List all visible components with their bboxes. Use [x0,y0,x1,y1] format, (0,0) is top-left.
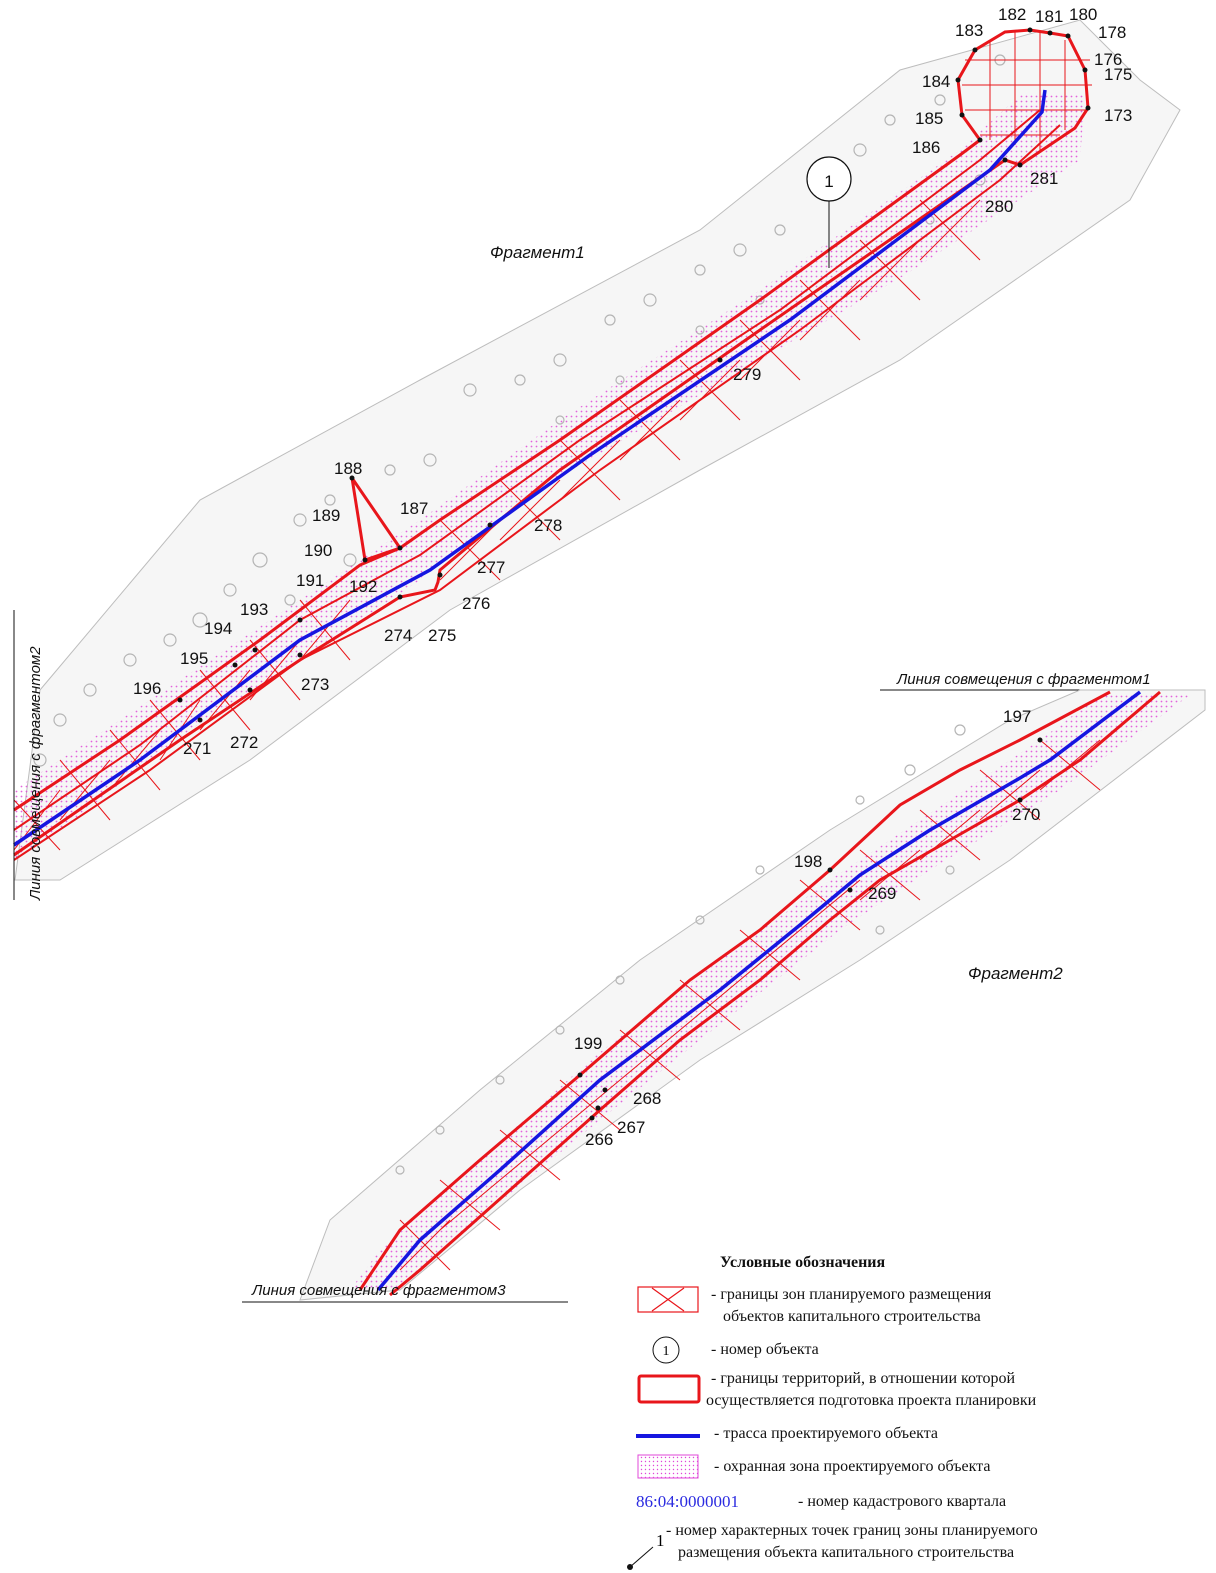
point-label-182: 182 [998,5,1026,24]
zone-line-north-1 [13,109,1041,831]
point-label-199: 199 [574,1034,602,1053]
fragment2-title: Фрагмент2 [968,964,1063,983]
legend-zone-symbol [637,1286,699,1313]
point-label-186: 186 [912,138,940,157]
point-label-176: 176 [1094,50,1122,69]
point-labels-1: 173 175 176 178 180 181 182 183 184 185 … [133,5,1132,758]
svg-text:1: 1 [663,1344,670,1359]
point-label-268: 268 [633,1089,661,1108]
point-label-279: 279 [733,365,761,384]
point-label-196: 196 [133,679,161,698]
point-label-281: 281 [1030,169,1058,188]
point-labels-2: 197 270 198 269 199 268 267 266 [574,707,1040,1149]
legend-protect-symbol [637,1454,699,1479]
legend-symbols: 1 1 [627,1286,701,1570]
point-label-175: 175 [1104,65,1132,84]
point-label-188: 188 [334,459,362,478]
point-label-276: 276 [462,594,490,613]
point-label-272: 272 [230,733,258,752]
point-label-197: 197 [1003,707,1031,726]
point-label-189: 189 [312,506,340,525]
match-line-fragment2-label: Линия совмещения с фрагментом2 [27,646,44,901]
point-label-266: 266 [585,1130,613,1149]
point-label-271: 271 [183,739,211,758]
match-line-fragment3-label: Линия совмещения с фрагментом3 [251,1282,506,1299]
fragment2: Линия совмещения с фрагментом1 Фрагмент2… [242,671,1206,1303]
point-label-181: 181 [1035,7,1063,26]
topo-symbols-2 [395,724,966,1175]
legend-zone-text-1: - границы зон планируемого размещения [711,1286,992,1303]
point-label-277: 277 [477,558,505,577]
protective-zone-2 [350,695,1190,1290]
legend-object-symbol [652,1336,680,1364]
point-label-185: 185 [915,109,943,128]
legend-territory-text-1: - границы территорий, в отношении которо… [711,1370,1016,1387]
point-markers-1 [177,27,1091,723]
territory-boundary-south-2 [389,690,1161,1297]
point-label-193: 193 [240,600,268,619]
fragment1-title: Фрагмент1 [490,243,585,262]
legend-cadastral-text: - номер кадастрового квартала [798,1493,1007,1510]
point-label-270: 270 [1012,805,1040,824]
point-label-184: 184 [922,72,950,91]
legend-territory-text-2: осуществляется подготовка проекта планир… [706,1392,1037,1409]
point-label-194: 194 [204,619,232,638]
legend-zone-text-2: объектов капитального строительства [723,1308,981,1325]
legend-route-text: - трасса проектируемого объекта [714,1425,939,1442]
point-label-198: 198 [794,852,822,871]
fragment1: 1 Фрагмент1 173 175 176 178 180 181 182 … [13,5,1181,901]
route-line-1 [13,89,1047,847]
point-label-178: 178 [1098,23,1126,42]
object-number-label: 1 [824,172,833,191]
point-label-173: 173 [1104,106,1132,125]
topo-symbols-1 [33,54,1006,767]
route-line-2 [376,690,1142,1292]
legend-title: Условные обозначения [720,1254,886,1271]
point-label-278: 278 [534,516,562,535]
territory-boundary-north-2 [358,690,1111,1291]
legend-cadastral-code: 86:04:0000001 [636,1492,739,1511]
legend-protect-text: - охранная зона проектируемого объекта [714,1458,991,1475]
legend-points-text-1: - номер характерных точек границ зоны пл… [666,1522,1038,1539]
legend-object-text: - номер объекта [711,1341,819,1358]
zone-line-south-1 [13,124,1061,861]
point-label-273: 273 [301,675,329,694]
point-label-274: 274 [384,626,412,645]
point-label-192: 192 [349,577,377,596]
match-line-fragment1-label: Линия совмещения с фрагментом1 [896,671,1151,688]
point-label-183: 183 [955,21,983,40]
point-label-187: 187 [400,499,428,518]
point-label-180: 180 [1069,5,1097,24]
legend-territory-symbol [637,1374,701,1404]
point-label-275: 275 [428,626,456,645]
point-label-269: 269 [868,884,896,903]
point-markers-2 [577,737,1043,1121]
point-label-190: 190 [304,541,332,560]
point-label-195: 195 [180,649,208,668]
point-label-191: 191 [296,571,324,590]
legend-points-symbol [629,1546,654,1568]
svg-text:1: 1 [656,1531,665,1550]
point-label-280: 280 [985,197,1013,216]
territory-spike-188 [350,477,403,562]
point-label-267: 267 [617,1118,645,1137]
legend-points-text-2: размещения объекта капитального строител… [678,1544,1015,1561]
